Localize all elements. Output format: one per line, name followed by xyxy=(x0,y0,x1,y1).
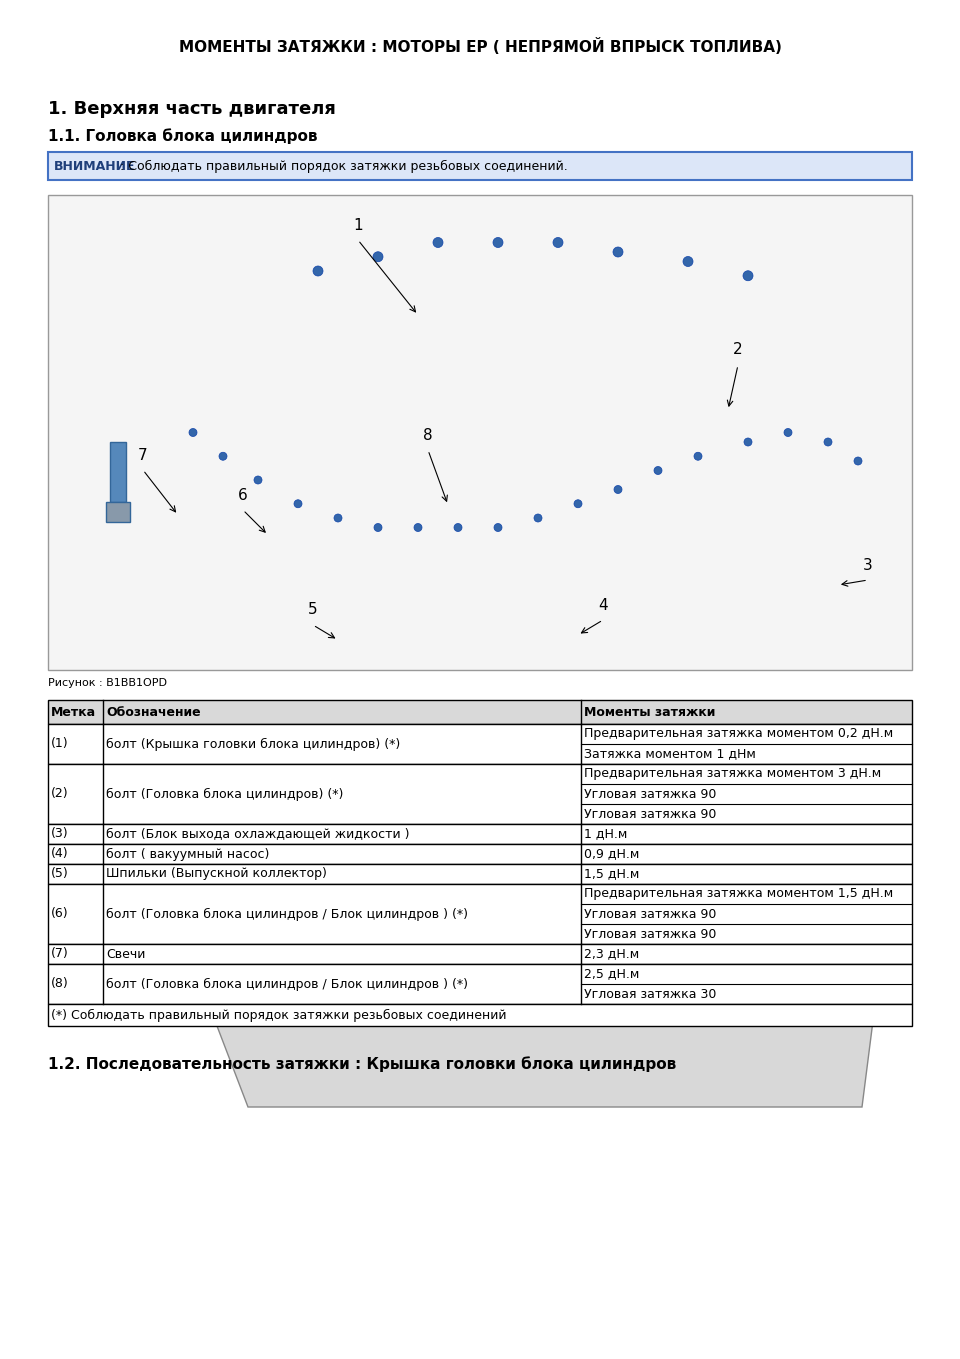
Text: Моменты затяжки: Моменты затяжки xyxy=(584,705,715,719)
Circle shape xyxy=(493,238,503,247)
Text: Затяжка моментом 1 дНм: Затяжка моментом 1 дНм xyxy=(584,747,756,761)
Polygon shape xyxy=(188,950,882,1108)
Text: (5): (5) xyxy=(51,867,69,881)
Text: (6): (6) xyxy=(51,908,68,920)
Bar xyxy=(48,764,912,824)
Circle shape xyxy=(219,453,227,461)
Text: Угловая затяжка 90: Угловая затяжка 90 xyxy=(584,807,716,821)
Circle shape xyxy=(694,453,702,461)
Text: (7): (7) xyxy=(51,947,69,961)
Circle shape xyxy=(294,500,302,508)
Bar xyxy=(48,700,912,724)
Text: Предварительная затяжка моментом 0,2 дН.м: Предварительная затяжка моментом 0,2 дН.… xyxy=(584,727,893,741)
Circle shape xyxy=(373,251,383,262)
Circle shape xyxy=(614,485,622,493)
Bar xyxy=(106,501,130,522)
Text: 7: 7 xyxy=(138,447,148,462)
Bar xyxy=(110,442,126,501)
Circle shape xyxy=(744,438,752,446)
Text: (*) Соблюдать правильный порядок затяжки резьбовых соединений: (*) Соблюдать правильный порядок затяжки… xyxy=(51,1008,507,1022)
Text: болт (Крышка головки блока цилиндров) (*): болт (Крышка головки блока цилиндров) (*… xyxy=(106,738,400,750)
Text: 2,5 дН.м: 2,5 дН.м xyxy=(584,968,639,980)
Text: (8): (8) xyxy=(51,977,69,991)
Bar xyxy=(48,1004,912,1026)
Text: Угловая затяжка 90: Угловая затяжка 90 xyxy=(584,927,716,940)
Text: 8: 8 xyxy=(423,428,433,443)
Circle shape xyxy=(743,270,753,281)
Bar xyxy=(48,824,912,844)
Text: болт ( вакуумный насос): болт ( вакуумный насос) xyxy=(106,848,270,860)
Circle shape xyxy=(414,523,422,531)
Circle shape xyxy=(784,428,792,436)
Text: МОМЕНТЫ ЗАТЯЖКИ : МОТОРЫ ЕР ( НЕПРЯМОЙ ВПРЫСК ТОПЛИВА): МОМЕНТЫ ЗАТЯЖКИ : МОТОРЫ ЕР ( НЕПРЯМОЙ В… xyxy=(179,38,781,54)
Text: (4): (4) xyxy=(51,848,68,860)
Bar xyxy=(48,883,912,945)
Text: 0,9 дН.м: 0,9 дН.м xyxy=(584,848,639,860)
Text: 2: 2 xyxy=(733,342,743,357)
Circle shape xyxy=(189,428,197,436)
Circle shape xyxy=(494,523,502,531)
Circle shape xyxy=(433,238,443,247)
Bar xyxy=(48,724,912,764)
Text: Свечи: Свечи xyxy=(106,947,145,961)
Text: Рисунок : B1BB1OPD: Рисунок : B1BB1OPD xyxy=(48,678,167,688)
Text: 1,5 дН.м: 1,5 дН.м xyxy=(584,867,639,881)
Circle shape xyxy=(313,266,323,276)
Bar xyxy=(48,844,912,864)
Text: (2): (2) xyxy=(51,787,68,800)
Text: 1.2. Последовательность затяжки : Крышка головки блока цилиндров: 1.2. Последовательность затяжки : Крышка… xyxy=(48,1056,676,1072)
Text: болт (Головка блока цилиндров / Блок цилиндров ) (*): болт (Головка блока цилиндров / Блок цил… xyxy=(106,977,468,991)
Circle shape xyxy=(854,457,862,465)
Circle shape xyxy=(553,238,563,247)
Text: болт (Блок выхода охлаждающей жидкости ): болт (Блок выхода охлаждающей жидкости ) xyxy=(106,828,410,840)
Circle shape xyxy=(454,523,462,531)
Circle shape xyxy=(613,247,623,257)
Text: Предварительная затяжка моментом 1,5 дН.м: Предварительная затяжка моментом 1,5 дН.… xyxy=(584,887,893,901)
Text: (3): (3) xyxy=(51,828,68,840)
Circle shape xyxy=(574,500,582,508)
Text: Угловая затяжка 90: Угловая затяжка 90 xyxy=(584,787,716,800)
Text: 1: 1 xyxy=(353,217,363,232)
Circle shape xyxy=(683,257,693,266)
Circle shape xyxy=(534,514,542,522)
Text: 4: 4 xyxy=(598,598,608,613)
Circle shape xyxy=(334,514,342,522)
Text: 2,3 дН.м: 2,3 дН.м xyxy=(584,947,639,961)
Text: 5: 5 xyxy=(308,602,318,617)
Circle shape xyxy=(374,523,382,531)
Text: 1. Верхняя часть двигателя: 1. Верхняя часть двигателя xyxy=(48,101,336,118)
Text: 3: 3 xyxy=(863,557,873,572)
Text: : Соблюдать правильный порядок затяжки резьбовых соединений.: : Соблюдать правильный порядок затяжки р… xyxy=(116,159,567,173)
Text: Метка: Метка xyxy=(51,705,96,719)
Text: Предварительная затяжка моментом 3 дН.м: Предварительная затяжка моментом 3 дН.м xyxy=(584,768,881,780)
Text: Угловая затяжка 30: Угловая затяжка 30 xyxy=(584,988,716,1000)
Circle shape xyxy=(254,476,262,484)
Text: болт (Головка блока цилиндров) (*): болт (Головка блока цилиндров) (*) xyxy=(106,787,344,800)
Circle shape xyxy=(824,438,832,446)
Circle shape xyxy=(654,466,662,474)
Text: Угловая затяжка 90: Угловая затяжка 90 xyxy=(584,908,716,920)
Bar xyxy=(48,194,912,670)
Text: болт (Головка блока цилиндров / Блок цилиндров ) (*): болт (Головка блока цилиндров / Блок цил… xyxy=(106,908,468,920)
Polygon shape xyxy=(158,712,882,950)
Text: (1): (1) xyxy=(51,738,68,750)
Text: 6: 6 xyxy=(238,488,248,503)
Text: Шпильки (Выпускной коллектор): Шпильки (Выпускной коллектор) xyxy=(106,867,326,881)
Bar xyxy=(48,964,912,1004)
Text: 1.1. Головка блока цилиндров: 1.1. Головка блока цилиндров xyxy=(48,128,318,144)
Bar xyxy=(48,152,912,179)
Text: ВНИМАНИЕ: ВНИМАНИЕ xyxy=(54,159,135,173)
Text: Обозначение: Обозначение xyxy=(106,705,201,719)
Text: 1 дН.м: 1 дН.м xyxy=(584,828,628,840)
Bar xyxy=(48,945,912,964)
Bar xyxy=(48,864,912,883)
